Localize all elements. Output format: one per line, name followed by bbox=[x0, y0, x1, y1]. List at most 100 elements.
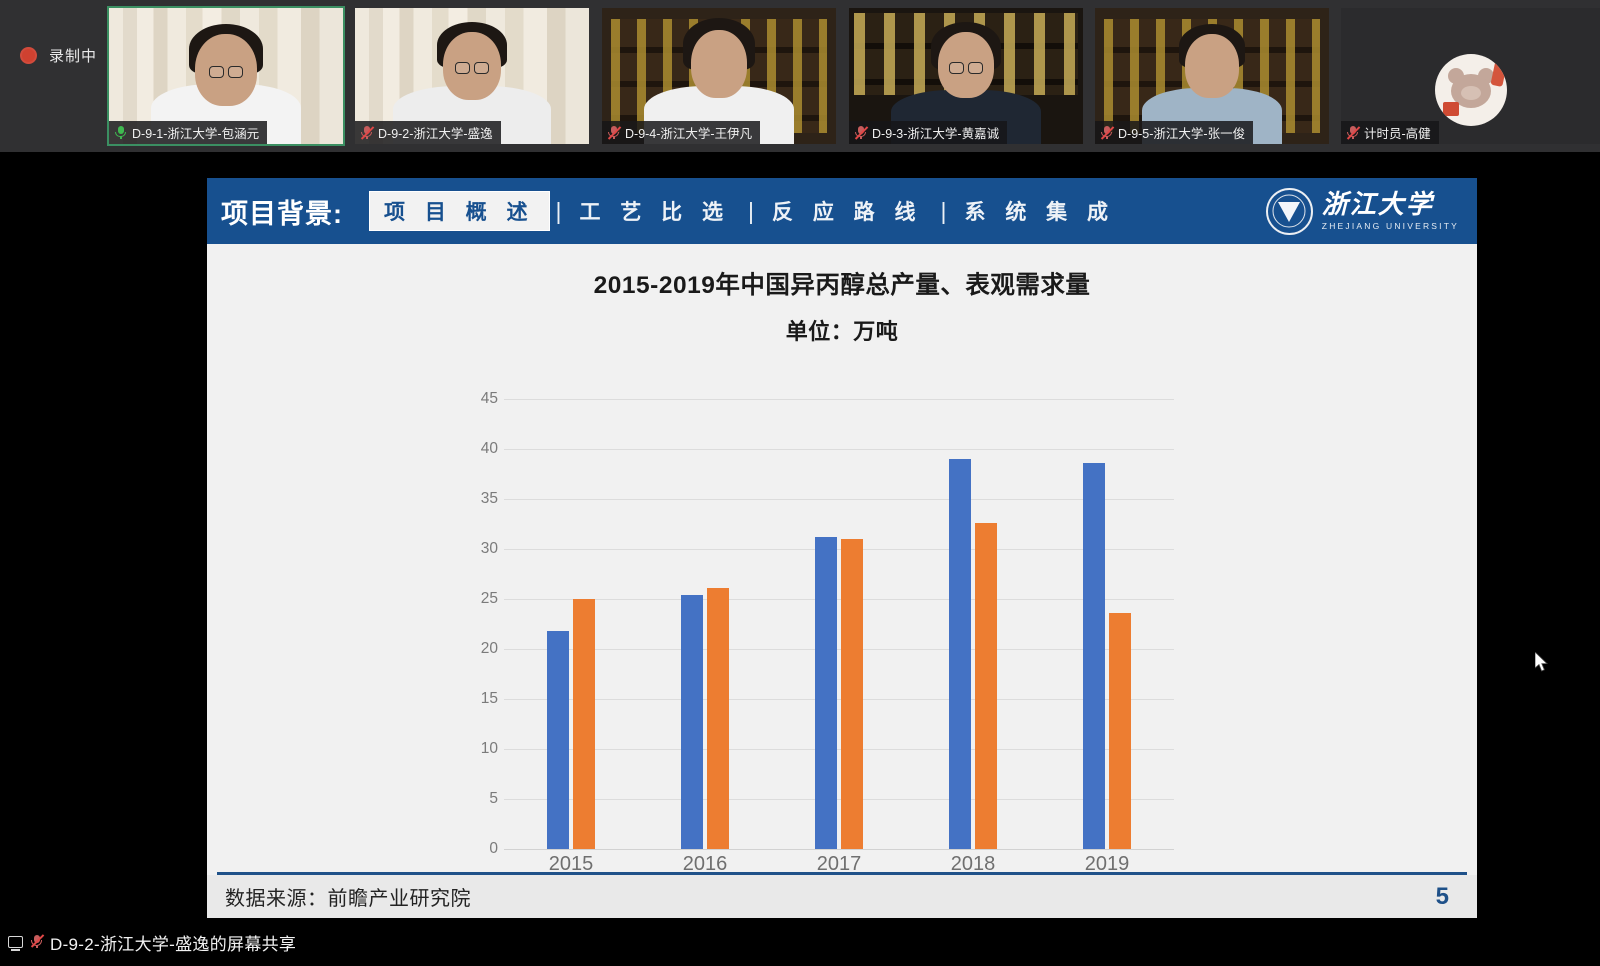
chart-container: 2015-2019年中国异丙醇总产量、表观需求量 单位：万吨 45 40 35 30 2… bbox=[207, 244, 1477, 922]
bar-2015-2 bbox=[573, 599, 595, 849]
y-tick-label: 0 bbox=[489, 840, 498, 857]
bar-2016-2 bbox=[707, 588, 729, 849]
chart-y-axis: 45 40 35 30 25 20 15 10 5 0 bbox=[464, 390, 498, 857]
bar-2018-1 bbox=[949, 459, 971, 849]
gridline bbox=[504, 599, 1174, 600]
nav-separator-2: | bbox=[748, 197, 754, 224]
footer-divider bbox=[217, 872, 1467, 875]
y-tick-label: 35 bbox=[480, 490, 498, 507]
screen-share-statusbar: D-9-2-浙江大学-盛逸的屏幕共享 bbox=[0, 918, 1600, 966]
participant-filmstrip: 录制中 D-9-1-浙江大学-包涵元 bbox=[0, 0, 1600, 152]
y-tick-label: 25 bbox=[480, 590, 498, 607]
mic-muted-icon bbox=[854, 125, 869, 140]
university-name-cn: 浙江大学 bbox=[1321, 189, 1434, 219]
participant-tile-2[interactable]: D-9-2-浙江大学-盛逸 bbox=[355, 8, 589, 144]
slide-nav-item-4[interactable]: 系 统 集 成 bbox=[964, 201, 1116, 224]
mic-muted-icon bbox=[1346, 125, 1361, 140]
gridline bbox=[504, 499, 1174, 500]
gridline bbox=[504, 649, 1174, 650]
bar-2017-1 bbox=[815, 537, 837, 849]
x-tick-label: 2019 bbox=[1084, 853, 1130, 875]
participant-nameplate-6: 计时员-高健 bbox=[1341, 121, 1439, 144]
x-tick-label: 2017 bbox=[816, 853, 862, 875]
participant-name-1: D-9-1-浙江大学-包涵元 bbox=[132, 127, 260, 141]
bar-group bbox=[1040, 399, 1174, 849]
slide-nav-item-1[interactable]: 项 目 概 述 bbox=[369, 191, 550, 231]
participant-tile-3[interactable]: D-9-4-浙江大学-王伊凡 bbox=[602, 8, 836, 144]
zju-seal-icon bbox=[1265, 187, 1313, 235]
mic-on-icon bbox=[114, 125, 127, 140]
slide-footer: 数据来源：前瞻产业研究院 5 bbox=[207, 875, 1477, 918]
slide-section-title: 项目背景: bbox=[221, 198, 343, 229]
chart-bars bbox=[504, 399, 1174, 849]
screen-share-label: D-9-2-浙江大学-盛逸的屏幕共享 bbox=[50, 934, 297, 954]
chart-x-axis: 2015 2016 2017 2018 2019 bbox=[504, 853, 1174, 876]
y-tick-label: 20 bbox=[480, 640, 498, 657]
slide-page-number: 5 bbox=[1435, 882, 1449, 910]
bar-group bbox=[772, 399, 906, 849]
bar-group bbox=[906, 399, 1040, 849]
gridline bbox=[504, 549, 1174, 550]
university-name-en: ZHEJIANG UNIVERSITY bbox=[1321, 220, 1459, 231]
participant-name-3: D-9-4-浙江大学-王伊凡 bbox=[625, 127, 753, 141]
participant-nameplate-3: D-9-4-浙江大学-王伊凡 bbox=[602, 121, 761, 144]
participant-name-5: D-9-5-浙江大学-张一俊 bbox=[1118, 127, 1246, 141]
gridline bbox=[504, 399, 1174, 400]
chart-gridlines bbox=[504, 399, 1174, 850]
bar-2017-2 bbox=[841, 539, 863, 849]
bar-group bbox=[638, 399, 772, 849]
participant-name-4: D-9-3-浙江大学-黄嘉诚 bbox=[872, 127, 1000, 141]
nav-separator-3: | bbox=[940, 197, 947, 224]
participant-tile-4[interactable]: D-9-3-浙江大学-黄嘉诚 bbox=[849, 8, 1083, 144]
y-tick-label: 30 bbox=[480, 540, 498, 557]
mic-muted-icon bbox=[1100, 125, 1115, 140]
y-tick-label: 45 bbox=[480, 390, 498, 407]
gridline bbox=[504, 699, 1174, 700]
recording-indicator: 录制中 bbox=[20, 45, 97, 66]
x-tick-label: 2018 bbox=[950, 853, 996, 875]
mouse-cursor bbox=[1535, 652, 1549, 673]
x-tick-label: 2016 bbox=[682, 853, 728, 875]
participant-nameplate-1: D-9-1-浙江大学-包涵元 bbox=[109, 121, 268, 144]
y-tick-label: 15 bbox=[480, 690, 498, 707]
chart-title: 2015-2019年中国异丙醇总产量、表观需求量 bbox=[593, 272, 1091, 299]
mic-muted-icon bbox=[607, 125, 622, 140]
y-tick-label: 40 bbox=[480, 440, 498, 457]
participant-nameplate-2: D-9-2-浙江大学-盛逸 bbox=[355, 121, 501, 144]
participant-nameplate-5: D-9-5-浙江大学-张一俊 bbox=[1095, 121, 1254, 144]
y-tick-label: 5 bbox=[489, 790, 498, 807]
bar-2015-1 bbox=[547, 631, 569, 849]
participant-name-2: D-9-2-浙江大学-盛逸 bbox=[378, 127, 493, 141]
screen-share-icon bbox=[8, 936, 23, 951]
data-source-text: 数据来源：前瞻产业研究院 bbox=[225, 888, 471, 910]
y-tick-label: 10 bbox=[480, 740, 498, 757]
bar-group bbox=[504, 399, 638, 849]
participant-nameplate-4: D-9-3-浙江大学-黄嘉诚 bbox=[849, 121, 1008, 144]
gridline bbox=[504, 799, 1174, 800]
chart-subtitle: 单位：万吨 bbox=[785, 319, 899, 344]
slide-nav-item-2[interactable]: 工 艺 比 选 bbox=[579, 201, 731, 224]
university-logo: 浙江大学 ZHEJIANG UNIVERSITY bbox=[1265, 187, 1463, 235]
participant-tile-5[interactable]: D-9-5-浙江大学-张一俊 bbox=[1095, 8, 1329, 144]
slide-nav-item-3[interactable]: 反 应 路 线 bbox=[772, 201, 923, 224]
chart-plot-area: 45 40 35 30 25 20 15 10 5 0 2015 2016 2017 2018 2019 … bbox=[481, 390, 1174, 922]
gridline bbox=[504, 849, 1174, 850]
x-tick-label: 2015 bbox=[548, 853, 594, 875]
recording-label: 录制中 bbox=[49, 48, 98, 65]
record-dot-icon bbox=[20, 47, 37, 64]
presentation-slide: 项目背景: 项 目 概 述 | 工 艺 比 选 | 反 应 路 线 | 系 统 … bbox=[207, 178, 1477, 922]
bar-2019-1 bbox=[1083, 463, 1105, 849]
gridline bbox=[504, 749, 1174, 750]
bar-2016-1 bbox=[681, 595, 703, 849]
participant-name-6: 计时员-高健 bbox=[1364, 127, 1431, 141]
gridline bbox=[504, 449, 1174, 450]
participant-tile-6[interactable]: 计时员-高健 bbox=[1341, 8, 1600, 144]
nav-separator-1: | bbox=[555, 197, 562, 224]
participant-video-5 bbox=[1095, 8, 1329, 144]
slide-navbar: 项目背景: 项 目 概 述 | 工 艺 比 选 | 反 应 路 线 | 系 统 … bbox=[207, 178, 1477, 244]
mic-muted-icon bbox=[30, 934, 45, 951]
participant-tile-1[interactable]: D-9-1-浙江大学-包涵元 bbox=[107, 6, 345, 146]
avatar bbox=[1434, 54, 1507, 126]
bar-2019-2 bbox=[1109, 613, 1131, 849]
